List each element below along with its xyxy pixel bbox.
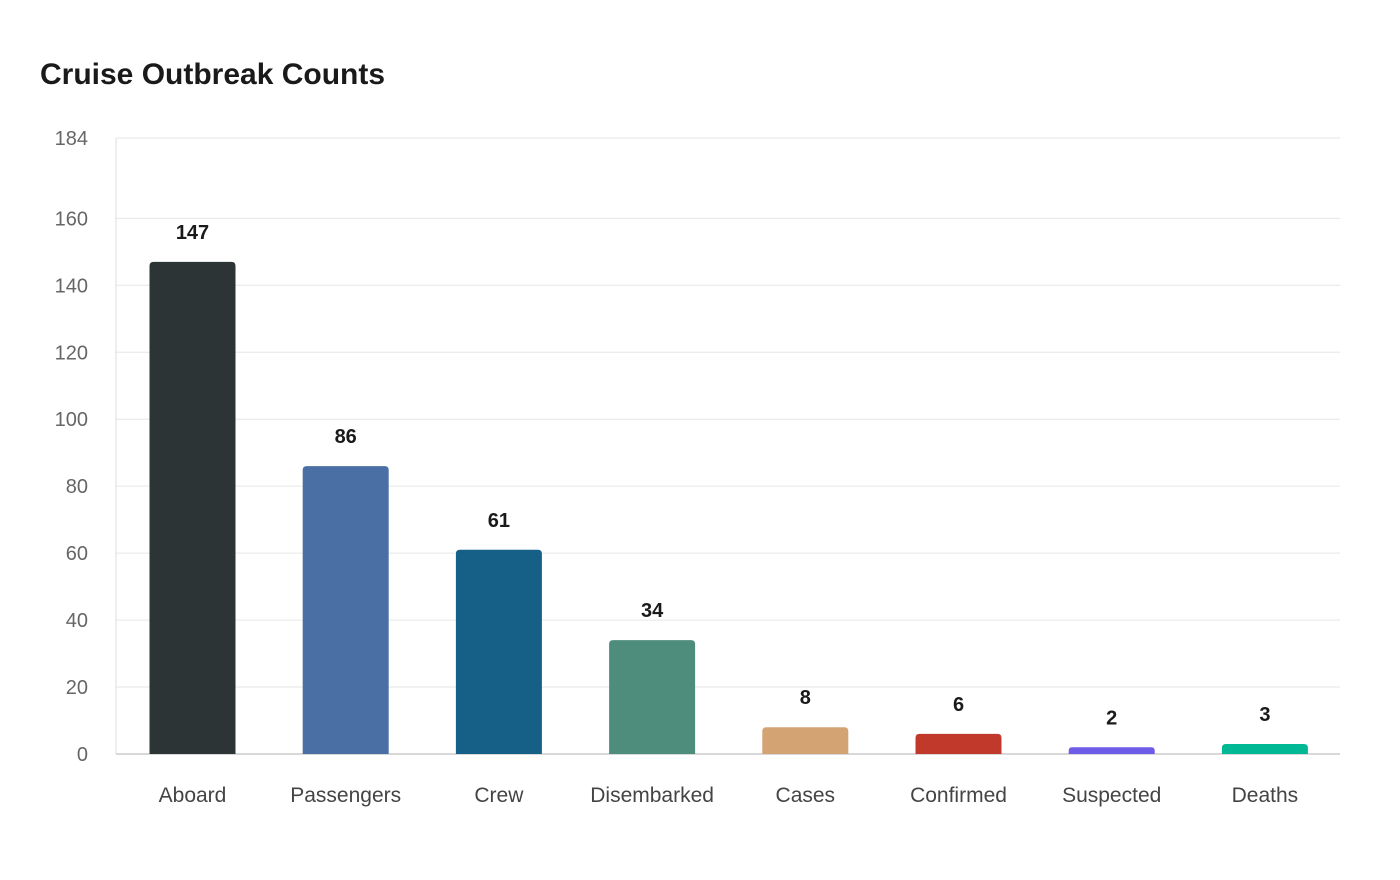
data-label: 6 — [953, 694, 964, 716]
y-tick-label: 20 — [66, 677, 88, 699]
bar-aboard — [149, 261, 236, 754]
x-tick-label: Passengers — [290, 784, 401, 807]
bar-passengers — [302, 466, 389, 754]
bar-confirmed — [915, 733, 1002, 754]
data-label: 147 — [176, 222, 209, 244]
bar-deaths — [1221, 743, 1308, 754]
x-tick-label: Disembarked — [590, 784, 714, 807]
gridlines — [116, 137, 1340, 688]
x-tick-label: Confirmed — [910, 784, 1007, 807]
data-label: 3 — [1259, 704, 1270, 726]
data-label: 61 — [488, 510, 510, 532]
x-tick-label: Crew — [474, 784, 524, 807]
axes: 0 20 40 60 80 100 120 140 160 184 — [55, 128, 1340, 766]
bar-suspected — [1068, 747, 1155, 754]
y-tick-label: 120 — [55, 342, 88, 364]
y-tick-label: 184 — [55, 128, 88, 150]
bar-cases — [762, 727, 849, 754]
data-label: 86 — [335, 426, 357, 448]
y-tick-label: 80 — [66, 476, 88, 498]
y-tick-label: 60 — [66, 543, 88, 565]
data-label: 2 — [1106, 707, 1117, 729]
y-tick-label: 100 — [55, 409, 88, 431]
x-tick-label: Suspected — [1062, 784, 1161, 807]
data-label: 34 — [641, 600, 664, 622]
chart-title: Cruise Outbreak Counts — [40, 58, 386, 91]
x-tick-label: Deaths — [1232, 784, 1299, 807]
x-tick-label: Cases — [776, 784, 836, 807]
data-label: 8 — [800, 687, 811, 709]
bar-disembarked — [609, 640, 696, 754]
y-tick-label: 0 — [77, 744, 88, 766]
x-tick-label: Aboard — [159, 784, 227, 807]
y-tick-label: 160 — [55, 208, 88, 230]
bars — [149, 261, 1308, 754]
bar-crew — [455, 549, 542, 754]
y-tick-label: 40 — [66, 610, 88, 632]
y-tick-label: 140 — [55, 275, 88, 297]
labels: 147Aboard86Passengers61Crew34Disembarked… — [159, 222, 1299, 807]
